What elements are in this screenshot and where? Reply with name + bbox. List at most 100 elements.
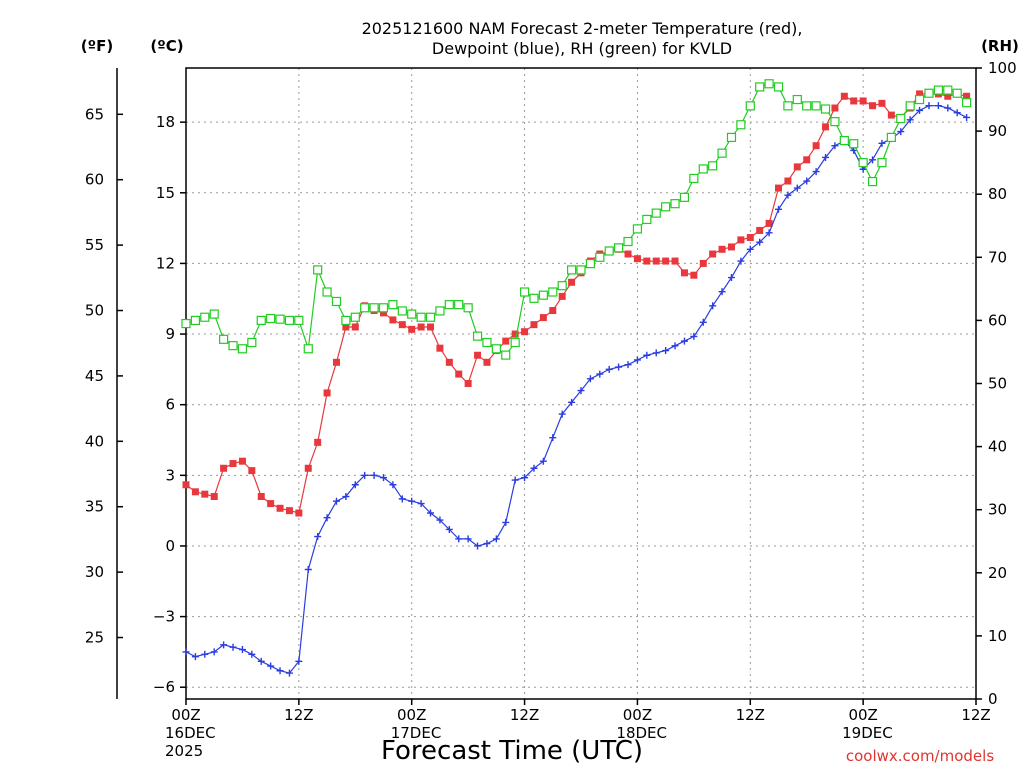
rh-point: [914, 94, 925, 105]
temperature-point: [210, 493, 218, 501]
rh-tick-label: 0: [988, 690, 998, 708]
dewpoint-point: [427, 509, 435, 517]
temperature-point: [709, 250, 717, 258]
dewpoint-point: [436, 516, 444, 524]
dewpoint-point: [690, 332, 698, 340]
dewpoint-point: [455, 535, 463, 543]
temperature-point: [558, 292, 566, 300]
temperature-point: [182, 481, 190, 489]
temperature-point: [295, 509, 303, 517]
celsius-tick-label: 12: [156, 254, 175, 272]
dewpoint-point: [586, 375, 594, 383]
dewpoint-point: [539, 457, 547, 465]
dewpoint-point: [323, 514, 331, 522]
rh-point: [623, 236, 633, 247]
time-tick-label: 12Z: [736, 706, 765, 724]
celsius-unit-label: (ºC): [150, 37, 183, 55]
dewpoint-point: [643, 351, 651, 359]
temperature-line: [185, 93, 967, 514]
temperature-point: [718, 245, 726, 253]
rh-point: [388, 300, 398, 310]
dewpoint-point: [812, 168, 820, 176]
fahrenheit-tick-label: 65: [85, 105, 104, 123]
rh-point: [858, 158, 868, 168]
rh-tick-label: 70: [988, 248, 1007, 266]
rh-point: [294, 315, 304, 325]
dewpoint-point: [596, 370, 604, 378]
temperature-point: [765, 219, 773, 227]
temperature-point: [455, 370, 463, 378]
time-tick-label: 12Z: [284, 706, 313, 724]
temperature-series: [182, 90, 971, 517]
rh-point: [350, 312, 360, 322]
temperature-point: [878, 99, 886, 107]
temperature-point: [746, 234, 754, 242]
temperature-point: [427, 323, 435, 331]
rh-point: [275, 314, 285, 324]
temperature-point: [267, 500, 275, 508]
temperature-point: [474, 351, 482, 359]
temperature-point: [229, 460, 237, 468]
dewpoint-point: [906, 116, 914, 124]
rh-point: [661, 202, 671, 212]
rh-point: [369, 303, 379, 313]
dewpoint-point: [521, 474, 529, 482]
dewpoint-point: [680, 337, 688, 345]
dewpoint-point: [963, 113, 971, 121]
title-line-2: Dewpoint (blue), RH (green) for KVLD: [432, 39, 732, 58]
fahrenheit-tick-label: 55: [85, 236, 104, 254]
temperature-point: [850, 97, 858, 105]
rh-tick-label: 60: [988, 311, 1007, 329]
dewpoint-point: [727, 274, 735, 282]
dewpoint-point: [408, 497, 416, 505]
fahrenheit-tick-label: 30: [85, 563, 104, 581]
temperature-point: [784, 177, 792, 185]
rh-point: [745, 101, 755, 111]
temperature-point: [662, 257, 670, 265]
dewpoint-point: [530, 464, 538, 472]
temperature-point: [304, 464, 312, 472]
dewpoint-series: [182, 102, 971, 677]
rh-line: [185, 83, 968, 356]
rh-point: [247, 337, 257, 348]
dewpoint-point: [464, 535, 472, 543]
temperature-point: [314, 438, 322, 446]
time-tick-label: 12Z: [510, 706, 539, 724]
fahrenheit-unit-label: (ºF): [81, 37, 113, 55]
temperature-point: [793, 163, 801, 171]
temperature-point: [831, 104, 839, 112]
rh-point: [839, 135, 849, 146]
dewpoint-point: [671, 342, 679, 350]
dewpoint-point: [558, 410, 566, 418]
chart-title: 2025121600 NAM Forecast 2-meter Temperat…: [362, 19, 803, 58]
rh-point: [764, 79, 774, 89]
dewpoint-point: [925, 102, 933, 110]
dewpoint-point: [718, 288, 726, 296]
dewpoint-point: [380, 474, 387, 482]
dewpoint-point: [295, 657, 303, 665]
rh-point: [444, 300, 454, 310]
rh-point: [557, 281, 567, 291]
temperature-point: [445, 358, 453, 366]
temperature-point: [737, 236, 745, 244]
rh-point: [228, 341, 238, 351]
dewpoint-point: [417, 500, 425, 508]
rh-point: [905, 101, 915, 111]
temperature-point: [483, 358, 491, 366]
rh-point: [313, 265, 323, 275]
credit-text: coolwx.com/models: [846, 747, 994, 765]
celsius-tick-label: 6: [165, 396, 175, 414]
fahrenheit-tick-label: 45: [85, 367, 104, 385]
rh-point: [463, 303, 473, 313]
dewpoint-point: [511, 476, 519, 484]
rh-point: [407, 309, 417, 319]
dewpoint-point: [492, 535, 500, 543]
rh-point: [341, 315, 351, 325]
rh-point: [360, 303, 370, 313]
rh-point: [501, 350, 511, 360]
rh-point: [538, 290, 548, 300]
rh-point: [604, 246, 614, 256]
temperature-point: [502, 337, 510, 345]
rh-tick-label: 40: [988, 438, 1007, 456]
rh-point: [651, 208, 661, 218]
